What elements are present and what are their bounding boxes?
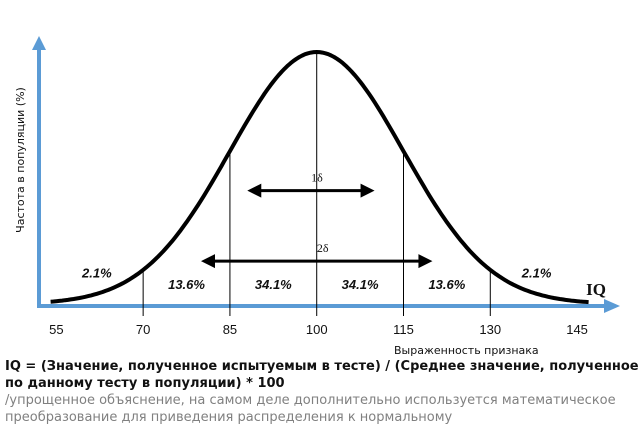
region-label-4: 34.1% xyxy=(342,277,379,292)
span-label-2: 2δ xyxy=(317,241,329,255)
x-tick-label-55: 55 xyxy=(49,322,63,337)
region-label-3: 34.1% xyxy=(255,277,292,292)
y-axis-arrowhead xyxy=(32,36,46,50)
x-tick-label-130: 130 xyxy=(479,322,501,337)
x-axis-label: Выраженность признака xyxy=(394,344,539,357)
iq-formula: IQ = (Значение, полученное испытуемым в … xyxy=(5,359,639,391)
region-label-2: 13.6% xyxy=(168,277,205,292)
x-tick-label-85: 85 xyxy=(223,322,237,337)
x-tick-label-145: 145 xyxy=(566,322,588,337)
span-arrowhead-left-2 xyxy=(201,254,215,269)
span-arrowhead-right-2 xyxy=(418,254,433,269)
x-tick-label-115: 115 xyxy=(393,322,414,337)
x-tick-label-70: 70 xyxy=(136,322,150,337)
explanation-note: /упрощенное объяснение, на самом деле до… xyxy=(5,393,616,425)
x-axis-arrowhead xyxy=(604,299,620,313)
span-arrowhead-left-1 xyxy=(247,183,262,198)
region-label-1: 2.1% xyxy=(81,266,112,281)
region-label-6: 2.1% xyxy=(521,266,552,281)
bell-curve-chart: 1δ 2δ 2.1% 13.6% 34.1% 34.1% 13.6% 2.1% 55 70 85… xyxy=(14,36,620,337)
x-axis-name: IQ xyxy=(586,280,606,299)
span-label-1: 1δ xyxy=(311,171,323,185)
span-arrowhead-right-1 xyxy=(360,183,375,198)
region-label-5: 13.6% xyxy=(428,277,465,292)
normal-distribution-curve xyxy=(50,50,589,305)
y-axis-label: Частота в популяции (%) xyxy=(14,87,27,233)
caption: IQ = (Значение, полученное испытуемым в … xyxy=(0,358,640,426)
x-tick-label-100: 100 xyxy=(306,322,328,337)
